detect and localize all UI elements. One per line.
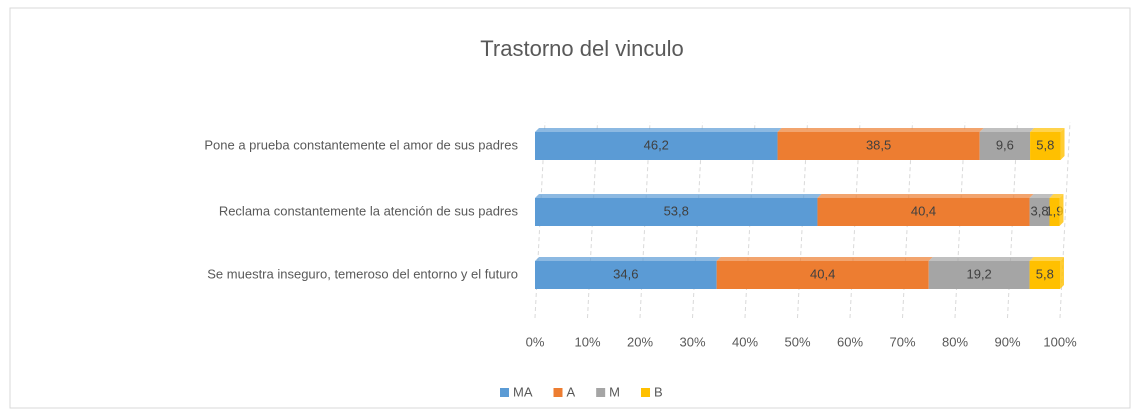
x-tick-label: 10%	[574, 334, 600, 349]
data-label: 5,8	[1036, 137, 1054, 152]
chart-title: Trastorno del vinculo	[480, 36, 683, 61]
data-label: 5,8	[1036, 266, 1054, 281]
x-tick-label: 80%	[942, 334, 968, 349]
grid-line	[1059, 121, 1071, 319]
x-tick-label: 70%	[889, 334, 915, 349]
bar-top	[716, 257, 933, 261]
legend-label: M	[609, 384, 620, 399]
bar-side	[1060, 257, 1064, 289]
bar	[1029, 261, 1060, 289]
data-label: 34,6	[613, 266, 638, 281]
y-tick-label: Pone a prueba constantemente el amor de …	[204, 137, 518, 152]
x-tick-label: 50%	[784, 334, 810, 349]
data-label: 53,8	[664, 203, 689, 218]
bar-top	[1030, 128, 1065, 132]
data-label: 40,4	[911, 203, 936, 218]
legend-swatch	[641, 388, 651, 397]
legend-swatch	[500, 388, 509, 397]
data-label: 38,5	[866, 137, 891, 152]
bar	[535, 261, 717, 289]
bar-top	[535, 194, 822, 198]
bar-top	[979, 128, 1035, 132]
legend-swatch	[553, 388, 563, 397]
bar-top	[1029, 194, 1054, 198]
legend-label: B	[654, 384, 663, 399]
data-label: 1,9	[1045, 203, 1063, 218]
bar	[817, 198, 1030, 226]
data-label: 9,6	[996, 137, 1014, 152]
bar-top	[777, 128, 984, 132]
x-tick-label: 100%	[1043, 334, 1077, 349]
legend-swatch	[596, 388, 606, 397]
y-tick-label: Reclama constantemente la atención de su…	[219, 203, 519, 218]
data-label: 3,8	[1030, 203, 1048, 218]
x-tick-label: 40%	[732, 334, 758, 349]
bar	[979, 132, 1031, 160]
bar	[777, 132, 980, 160]
data-label: 46,2	[644, 137, 669, 152]
bar-side	[1059, 194, 1064, 226]
data-label: 40,4	[810, 266, 835, 281]
bar	[1030, 132, 1061, 160]
legend-label: A	[567, 384, 576, 399]
bar	[535, 132, 778, 160]
bar	[716, 261, 929, 289]
legend-label: MA	[513, 384, 533, 399]
x-tick-label: 0%	[526, 334, 545, 349]
bar	[1029, 198, 1050, 226]
x-tick-label: 90%	[994, 334, 1020, 349]
y-tick-label: Se muestra inseguro, temeroso del entorn…	[207, 266, 518, 281]
bar-top	[535, 128, 782, 132]
bar-side	[1060, 128, 1065, 160]
bar	[1049, 198, 1060, 226]
bar	[535, 198, 818, 226]
bar-top	[1049, 194, 1064, 198]
data-label: 19,2	[966, 266, 991, 281]
x-tick-label: 20%	[627, 334, 653, 349]
bar-top	[817, 194, 1034, 198]
bar-top	[535, 257, 721, 261]
bar	[928, 261, 1030, 289]
x-tick-label: 30%	[679, 334, 705, 349]
bar-top	[928, 257, 1034, 261]
x-tick-label: 60%	[837, 334, 863, 349]
bar-top	[1029, 257, 1064, 261]
